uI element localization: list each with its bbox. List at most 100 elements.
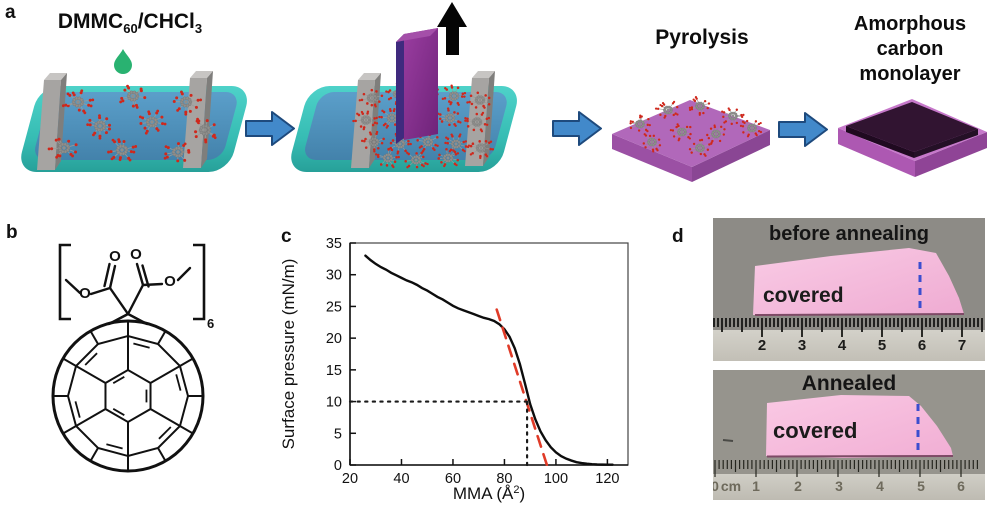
molecule-cluster: [352, 110, 379, 131]
trough-barrier: [37, 73, 67, 170]
panel-a-illustration: [21, 2, 987, 182]
x-tick-label: 80: [496, 471, 512, 487]
carbon-monolayer-substrate: [838, 99, 987, 177]
molecule-cluster: [464, 111, 491, 133]
right-bracket: [193, 243, 206, 321]
process-arrow-right-icon: [552, 111, 602, 146]
ruler-number: 2: [757, 337, 767, 354]
panel-label-a: a: [5, 2, 16, 23]
pyrolysis-label: Pyrolysis: [655, 26, 749, 49]
covered-label: covered: [763, 284, 844, 307]
x-tick-label: 100: [544, 471, 568, 487]
photo-title: before annealing: [768, 223, 930, 245]
molecule-cluster: [163, 142, 191, 163]
ruler-number: 0: [713, 478, 719, 494]
photo-before-annealing: before annealing covered 2 3 4 5 6 7: [713, 218, 985, 361]
covered-label: covered: [773, 418, 858, 443]
chart-axes: 20 40 60 80 100 120 0 5 10 15 20 25 30 35: [326, 236, 628, 487]
product-label: Amorphous carbon monolayer: [820, 12, 1000, 87]
molecule-cluster: [47, 137, 78, 159]
molecule-cluster: [706, 124, 726, 144]
ruler-number: 6: [957, 478, 965, 494]
oxygen-atom-label: O: [79, 285, 91, 302]
ruler-ticks: [714, 460, 978, 477]
solution-label-part: DMMC: [57, 10, 124, 33]
upward-pull-arrow-icon: [437, 2, 467, 55]
molecule-cluster: [721, 107, 745, 126]
oxygen-atom-label: O: [109, 248, 121, 265]
isotherm-chart: 20 40 60 80 100 120 0 5 10 15 20 25 30 35 Surface pres…: [279, 236, 629, 503]
molecule-cluster: [688, 138, 713, 157]
photo-title: Annealed: [801, 372, 897, 395]
oxygen-atom-label: O: [164, 273, 176, 290]
molecule-cluster: [138, 109, 167, 135]
x-tick-label: 40: [393, 471, 409, 487]
oxygen-atom-labels: O OOO: [79, 246, 176, 302]
molecular-structure-diagram: 6 O OOO: [51, 243, 214, 473]
molecule-cluster: [86, 114, 112, 140]
product-label-line2: monolayer: [859, 63, 961, 85]
molecule-cluster: [119, 84, 147, 109]
ruler-ticks: [713, 318, 983, 337]
sample-shadow-edge: [754, 313, 965, 316]
molecule-cluster: [642, 133, 662, 153]
y-tick-label: 0: [334, 458, 342, 474]
y-axis-label: Surface pressure (mN/m): [279, 259, 298, 450]
sample-film: [766, 395, 953, 458]
ruler-body: [713, 330, 985, 361]
ruler-number: cm: [720, 478, 742, 494]
ruler-number: 2: [794, 478, 802, 494]
surface-mark: [722, 439, 734, 442]
fullerene-cage: [51, 312, 205, 473]
solution-label-part: /CHCl: [137, 10, 195, 33]
product-label-line1: Amorphous carbon: [853, 13, 967, 60]
y-tick-label: 35: [326, 236, 342, 252]
ruler-number: 5: [917, 478, 925, 494]
oxygen-atom-label: O: [130, 246, 142, 263]
x-tick-label: 20: [342, 471, 358, 487]
process-arrow-right-icon: [778, 112, 828, 147]
ruler-number: 1: [752, 478, 760, 494]
molecule-cluster: [466, 91, 491, 109]
molecule-cluster: [172, 90, 203, 116]
molecule-cluster: [669, 123, 692, 142]
process-arrow-right-icon: [245, 111, 295, 146]
ruler-number: 6: [917, 337, 927, 354]
solution-label-sub: 3: [194, 21, 203, 37]
x-axis-label: MMA (Å2): [453, 484, 525, 503]
molecule-cluster: [654, 100, 679, 119]
y-tick-label: 5: [334, 426, 342, 442]
molecule-cluster: [358, 88, 384, 108]
series-compression-isotherm: [364, 254, 614, 466]
solution-droplet-icon: [114, 49, 132, 74]
molecule-cluster: [107, 138, 138, 162]
sample-shadow-edge: [766, 455, 954, 458]
repeat-unit-subscript: 6: [207, 316, 214, 331]
panel-label-c: c: [281, 226, 292, 247]
langmuir-trough-spread-molecules: [21, 71, 247, 172]
left-bracket: [58, 243, 71, 321]
panel-label-d: d: [672, 226, 684, 247]
ruler-number: 7: [957, 337, 967, 354]
photo-annealed: Annealed covered 0 cm 1 2 3 4 5 6: [713, 370, 985, 500]
solution-label: DMMC60/CHCl3: [30, 10, 230, 36]
sample-film: [753, 248, 964, 315]
ruler-number: 4: [876, 478, 884, 494]
ruler-number: 3: [797, 337, 807, 354]
molecule-cluster: [437, 107, 462, 127]
molecule-cluster: [374, 148, 400, 169]
molecule-cluster: [739, 119, 763, 138]
panel-label-b: b: [6, 222, 18, 243]
molecule-cluster: [441, 84, 467, 107]
ruler-number: 4: [837, 337, 847, 354]
molecule-cluster: [61, 89, 95, 115]
molecule-cluster: [194, 117, 217, 144]
molecule-cluster: [688, 96, 711, 116]
x-tick-label: 120: [595, 471, 619, 487]
molecule-cluster: [437, 147, 460, 168]
y-tick-label: 15: [326, 363, 342, 379]
ruler-number: 5: [877, 337, 887, 354]
solution-label-sub: 60: [123, 21, 138, 37]
pyrolysis-substrate: [612, 96, 770, 182]
